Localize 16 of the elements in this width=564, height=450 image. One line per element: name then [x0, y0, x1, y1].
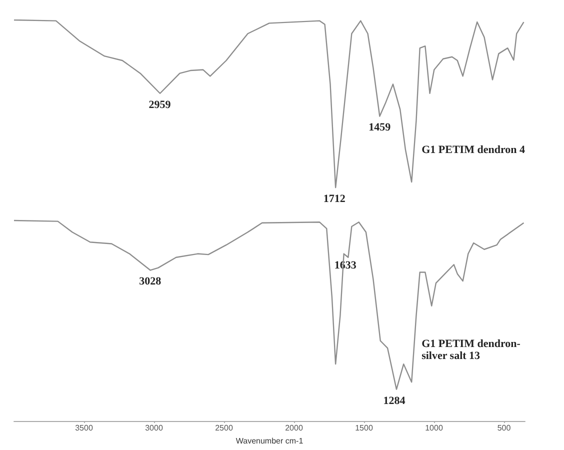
annotation: 2959: [148, 98, 172, 111]
annotation: 1633: [334, 259, 357, 272]
series-label: G1 PETIM dendron 4: [422, 144, 526, 156]
series-label: G1 PETIM dendron-silver salt 13: [422, 338, 521, 362]
annotation: 1712: [323, 193, 346, 206]
x-axis-title: Wavenumber cm-1: [236, 436, 304, 446]
x-tick-label: 3500: [75, 424, 94, 432]
x-tick-label: 1500: [355, 424, 374, 432]
x-tick-label: 500: [497, 424, 512, 432]
annotation: 1459: [368, 122, 392, 134]
x-tick-label: 3000: [145, 424, 164, 432]
x-tick-label: 1000: [425, 424, 444, 432]
x-tick-label: 2000: [285, 424, 304, 432]
annotation: 3028: [139, 276, 162, 288]
x-tick-label: 2500: [215, 424, 234, 432]
annotation: 1284: [383, 394, 406, 407]
